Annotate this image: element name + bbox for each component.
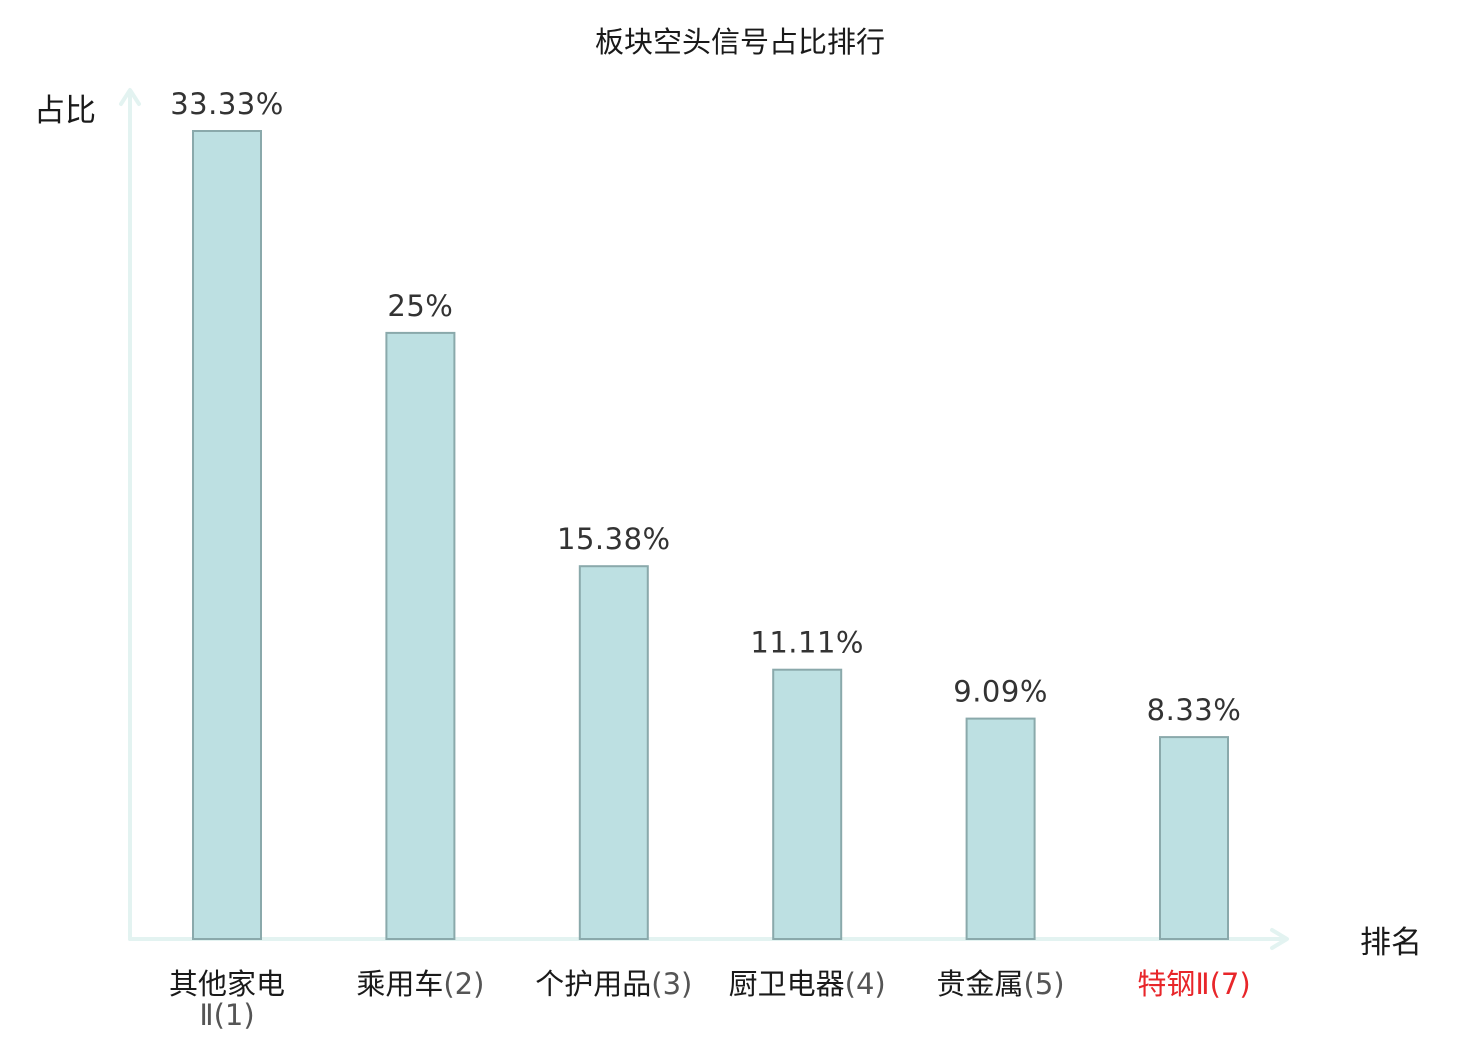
x-tick-label-name: 贵金属 — [937, 967, 1024, 1001]
svg-text:特钢Ⅱ(7): 特钢Ⅱ(7) — [1137, 967, 1250, 1001]
x-tick-label: 特钢Ⅱ(7) — [1137, 967, 1250, 1001]
bar — [192, 130, 262, 940]
x-tick-label-name: 特钢 — [1137, 967, 1195, 1001]
data-label: 9.09% — [953, 675, 1048, 709]
svg-text:个护用品(3): 个护用品(3) — [535, 967, 692, 1001]
bar — [385, 331, 456, 940]
x-axis-arrowhead — [1270, 928, 1289, 950]
x-tick-label: 乘用车(2) — [356, 967, 484, 1001]
x-tick-label-name: 厨卫电器 — [729, 967, 845, 1001]
y-axis — [119, 88, 141, 941]
svg-text:贵金属(5): 贵金属(5) — [937, 967, 1065, 1001]
bar — [1159, 736, 1229, 940]
bar — [965, 717, 1036, 940]
y-axis-arrowhead — [119, 88, 141, 106]
bar — [772, 668, 843, 940]
x-tick-label-rank: (2) — [443, 967, 484, 1001]
x-tick-label-rank: (4) — [845, 967, 886, 1001]
x-tick-label-name: 乘用车 — [356, 967, 443, 1001]
x-tick-label: 贵金属(5) — [937, 967, 1065, 1001]
svg-text:厨卫电器(4): 厨卫电器(4) — [729, 967, 886, 1001]
bar — [578, 565, 649, 940]
y-axis-title: 占比 — [34, 93, 96, 129]
x-axis — [128, 928, 1289, 950]
x-tick-label-rank: (5) — [1024, 967, 1065, 1001]
data-label: 15.38% — [557, 522, 671, 556]
svg-text:乘用车(2): 乘用车(2) — [356, 967, 484, 1001]
data-label: 33.33% — [170, 87, 284, 121]
chart-title: 板块空头信号占比排行 — [595, 25, 885, 59]
x-tick-label-rank: Ⅱ(7) — [1195, 967, 1250, 1001]
bars — [192, 130, 1229, 940]
x-tick-label-rank: Ⅱ(1) — [199, 998, 254, 1032]
x-tick-label-name: 其他家电 — [169, 967, 285, 1001]
x-tick-label-rank: (3) — [651, 967, 692, 1001]
x-tick-label: 个护用品(3) — [535, 967, 692, 1001]
data-label: 25% — [387, 289, 453, 323]
x-tick-label-name: 个护用品 — [535, 967, 651, 1001]
data-label: 8.33% — [1147, 693, 1242, 727]
value-labels: 33.33% 25% 15.38% 11.11% 9.09% 8.33% — [170, 87, 1241, 727]
data-label: 11.11% — [750, 626, 864, 660]
x-tick-label: 厨卫电器(4) — [729, 967, 886, 1001]
x-axis-title: 排名 — [1360, 925, 1422, 961]
